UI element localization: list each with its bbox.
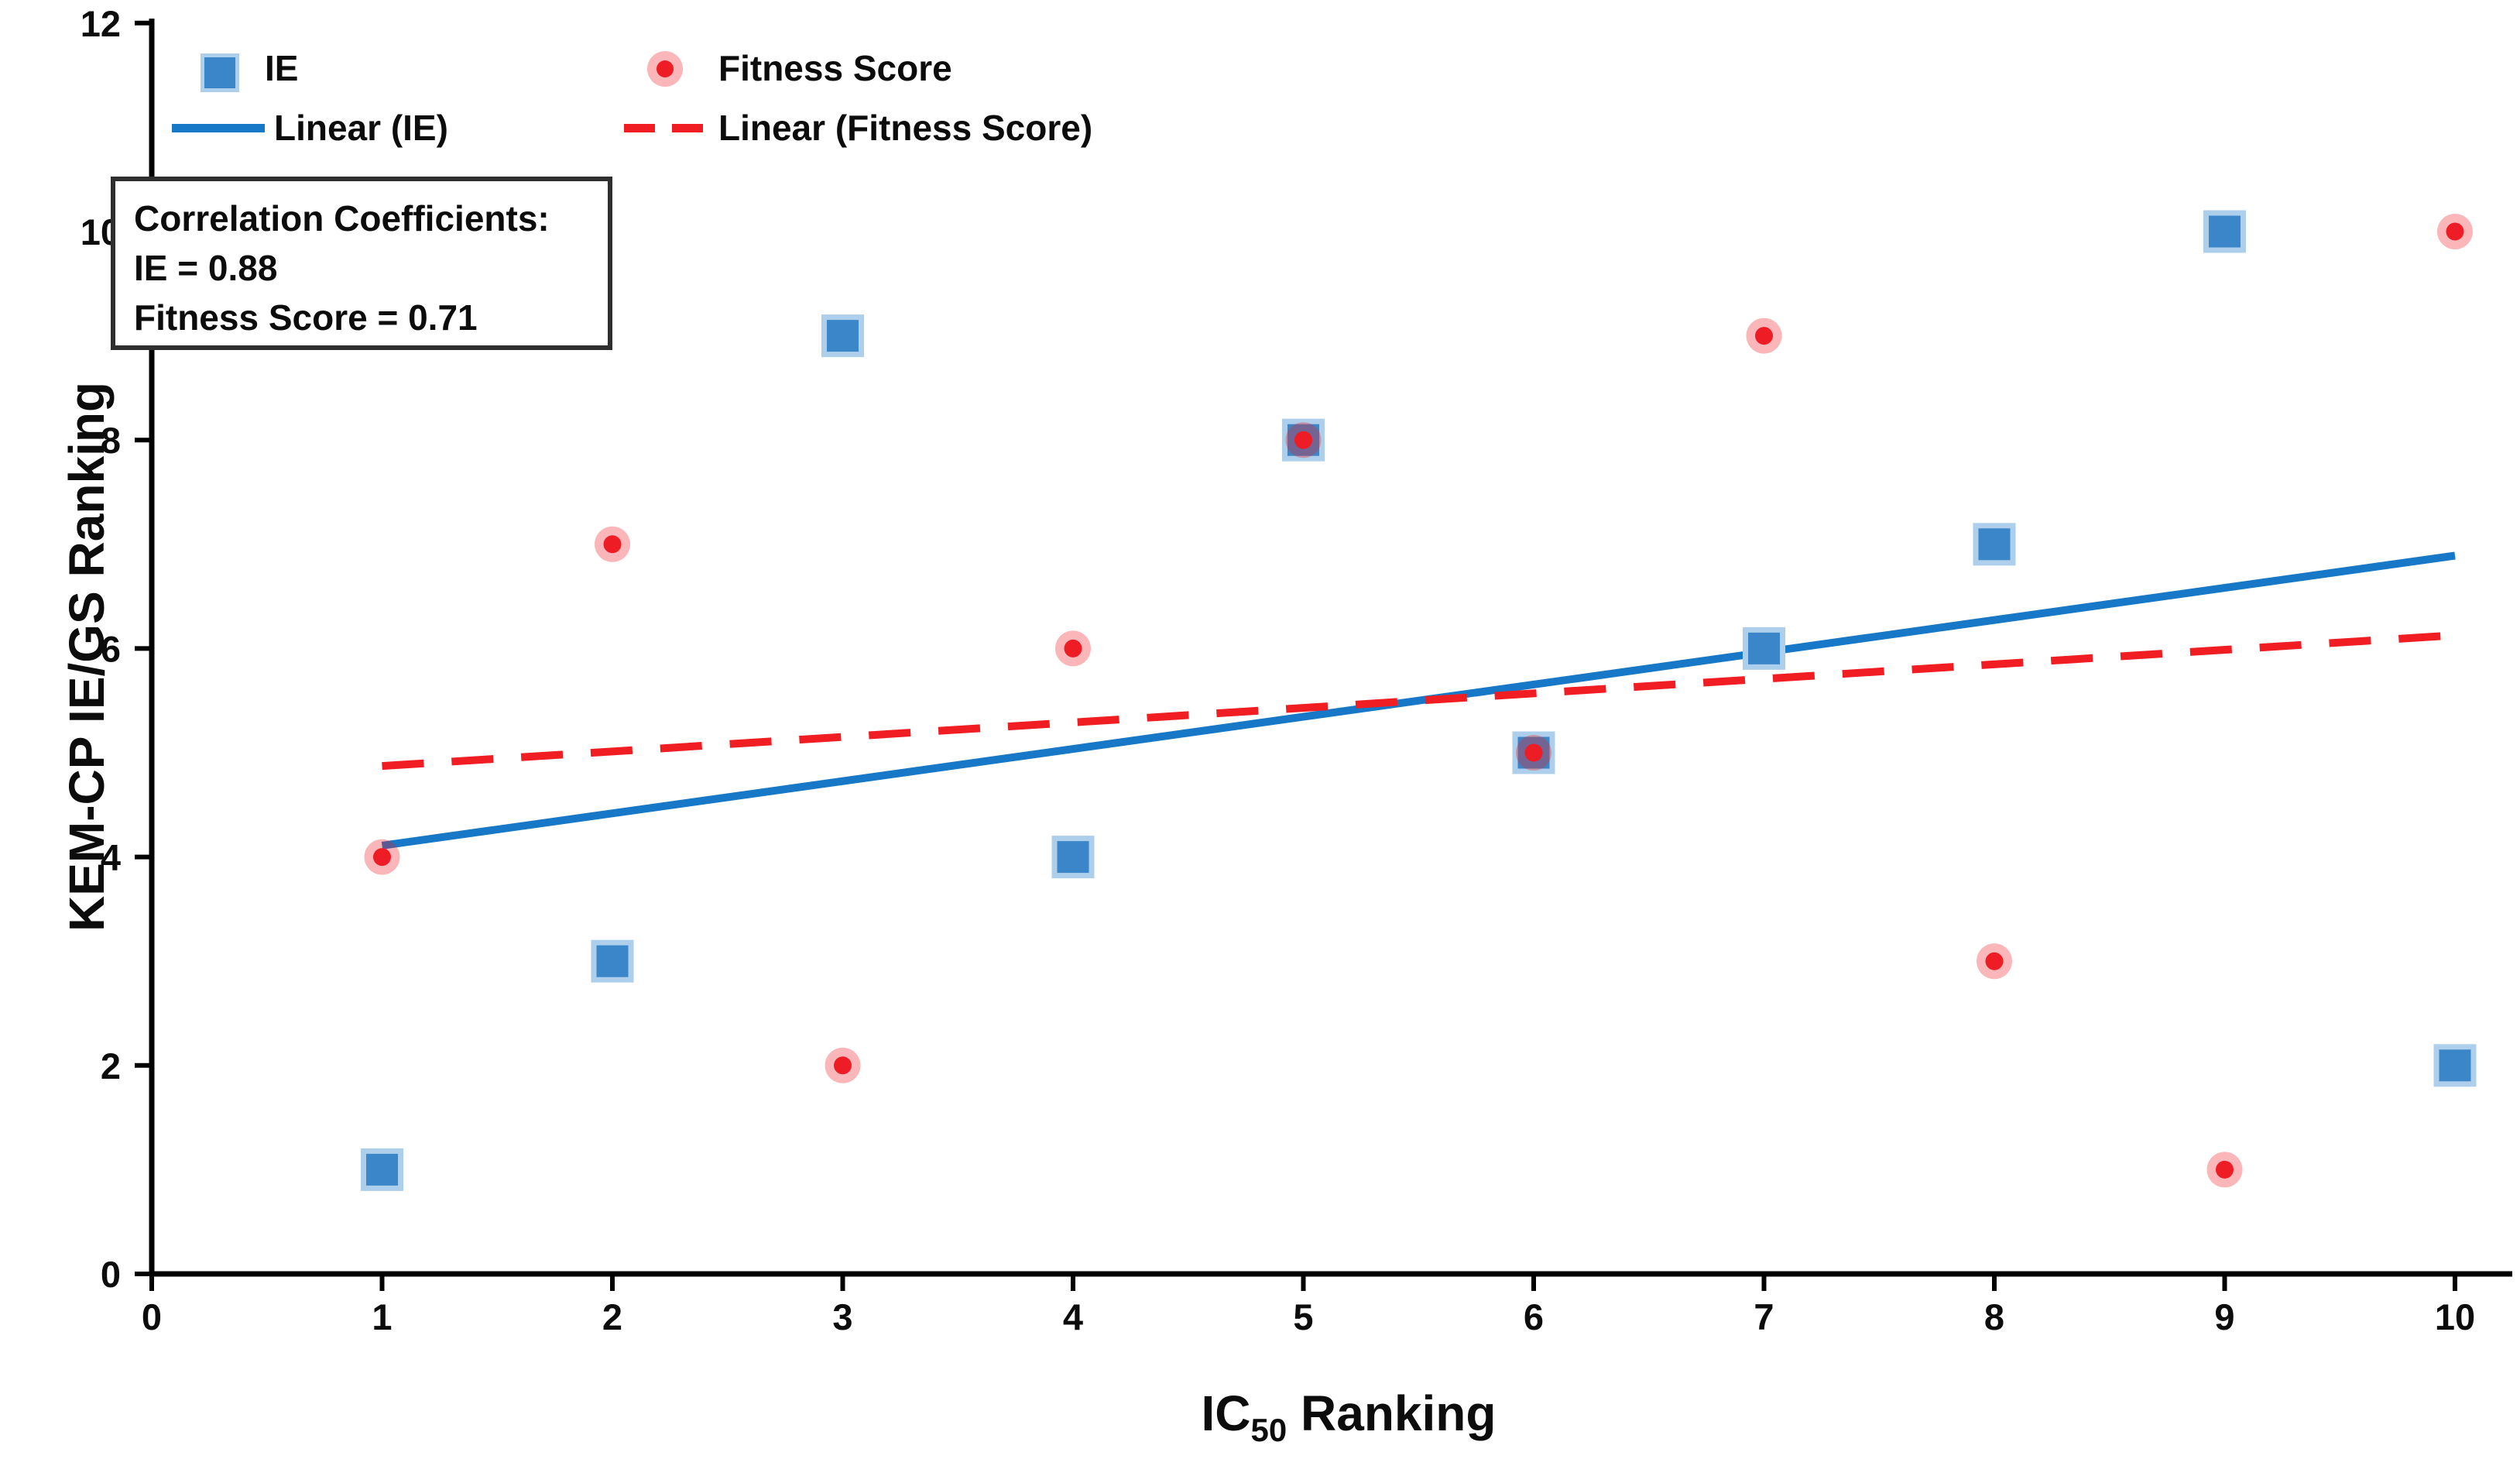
x-tick-label: 7 [1754, 1296, 1774, 1337]
legend-label-fitness-score: Fitness Score [718, 48, 952, 88]
ie-point [1051, 836, 1095, 879]
ie-point [1743, 627, 1785, 670]
y-tick-label: 12 [81, 3, 121, 44]
x-axis-title-suffix: Ranking [1287, 1385, 1497, 1441]
ie-point [361, 1148, 403, 1191]
fitness-point [1524, 743, 1543, 762]
y-tick-label: 8 [101, 420, 121, 461]
legend-swatch-ie-square [201, 53, 239, 92]
fitness-point [1985, 952, 2004, 970]
ie-point [2203, 210, 2246, 253]
legend-swatch-fitness-dot [657, 60, 674, 77]
legend-label-linear-fitness-score: Linear (Fitness Score) [718, 108, 1093, 148]
legend-swatch-fitness-circle [647, 51, 683, 87]
x-tick-label: 10 [2435, 1296, 2475, 1337]
ie-trendline [381, 551, 2456, 850]
fitness-point [2216, 1160, 2234, 1179]
fitness-point [2446, 222, 2464, 241]
ie-point [591, 939, 634, 983]
x-tick-label: 4 [1063, 1296, 1083, 1337]
fitness-point [1294, 431, 1312, 449]
x-tick-label: 8 [1984, 1296, 2004, 1337]
correlation-box-title: Correlation Coefficients: [134, 198, 550, 239]
ie-point [821, 314, 864, 358]
fitness-point [373, 848, 391, 867]
correlation-box-ie-value: IE = 0.88 [134, 248, 278, 288]
legend-swatch-linear-ie-line [172, 124, 265, 132]
x-axis-title-subscript: 50 [1250, 1412, 1287, 1448]
y-tick-label: 2 [101, 1045, 121, 1087]
fitness-point [1755, 327, 1773, 345]
x-tick-label: 1 [372, 1296, 392, 1337]
ie-point [2433, 1044, 2477, 1087]
x-tick-label: 6 [1524, 1296, 1544, 1337]
y-tick-label: 0 [101, 1254, 121, 1295]
x-axis-title: IC50 Ranking [1201, 1385, 1497, 1447]
fitness-point [603, 535, 622, 554]
y-axis-title: KEM-CP IE/GS Ranking [59, 381, 115, 932]
x-tick-label: 0 [142, 1296, 162, 1337]
legend-swatch-linear-fitness-dash [624, 124, 703, 132]
fitness-point [834, 1056, 852, 1075]
x-tick-label: 3 [832, 1296, 852, 1337]
y-tick-label: 6 [101, 628, 121, 669]
x-tick-label: 5 [1293, 1296, 1313, 1337]
legend-label-linear-ie: Linear (IE) [274, 108, 448, 148]
ie-point [1973, 523, 2016, 566]
y-tick-label: 4 [101, 837, 121, 878]
x-tick-label: 9 [2214, 1296, 2234, 1337]
fitness-point [1064, 639, 1082, 657]
correlation-box: Correlation Coefficients: IE = 0.88 Fitn… [111, 177, 612, 350]
ie-point [1282, 418, 1325, 462]
x-axis-title-prefix: IC [1201, 1385, 1251, 1441]
x-tick-label: 2 [602, 1296, 622, 1337]
correlation-box-fitness-value: Fitness Score = 0.71 [134, 297, 478, 338]
legend-label-ie: IE [265, 48, 299, 88]
